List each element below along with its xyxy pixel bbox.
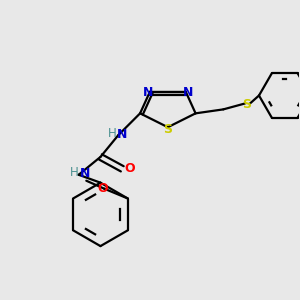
Text: O: O [98,182,109,195]
Text: S: S [163,123,172,136]
Text: H: H [70,166,79,179]
Text: N: N [80,167,90,180]
Text: N: N [143,86,153,99]
Text: O: O [124,162,134,175]
Text: N: N [182,86,193,99]
Text: N: N [117,128,128,141]
Text: S: S [243,98,252,111]
Text: H: H [108,127,117,140]
